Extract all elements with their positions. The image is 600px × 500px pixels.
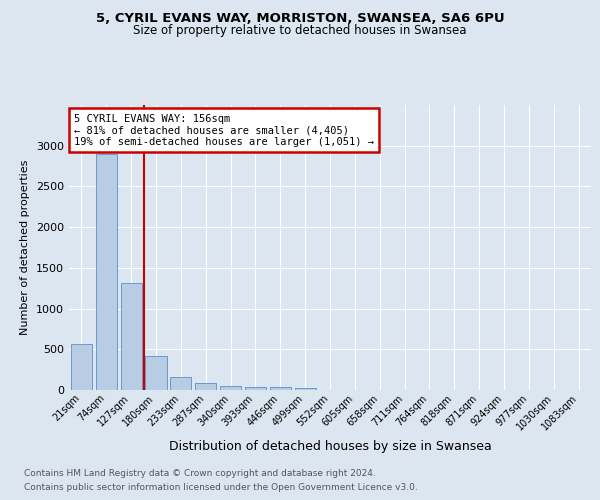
Bar: [170, 376, 191, 390]
Bar: [145, 356, 167, 390]
Bar: [96, 154, 117, 390]
Bar: [121, 284, 142, 390]
Bar: [195, 382, 216, 390]
X-axis label: Distribution of detached houses by size in Swansea: Distribution of detached houses by size …: [169, 440, 491, 453]
Text: Contains public sector information licensed under the Open Government Licence v3: Contains public sector information licen…: [24, 484, 418, 492]
Text: Size of property relative to detached houses in Swansea: Size of property relative to detached ho…: [133, 24, 467, 37]
Bar: [270, 387, 291, 390]
Bar: [295, 388, 316, 390]
Bar: [245, 386, 266, 390]
Bar: [220, 386, 241, 390]
Y-axis label: Number of detached properties: Number of detached properties: [20, 160, 31, 335]
Bar: [71, 344, 92, 390]
Text: 5, CYRIL EVANS WAY, MORRISTON, SWANSEA, SA6 6PU: 5, CYRIL EVANS WAY, MORRISTON, SWANSEA, …: [95, 12, 505, 26]
Text: 5 CYRIL EVANS WAY: 156sqm
← 81% of detached houses are smaller (4,405)
19% of se: 5 CYRIL EVANS WAY: 156sqm ← 81% of detac…: [74, 114, 374, 147]
Text: Contains HM Land Registry data © Crown copyright and database right 2024.: Contains HM Land Registry data © Crown c…: [24, 468, 376, 477]
